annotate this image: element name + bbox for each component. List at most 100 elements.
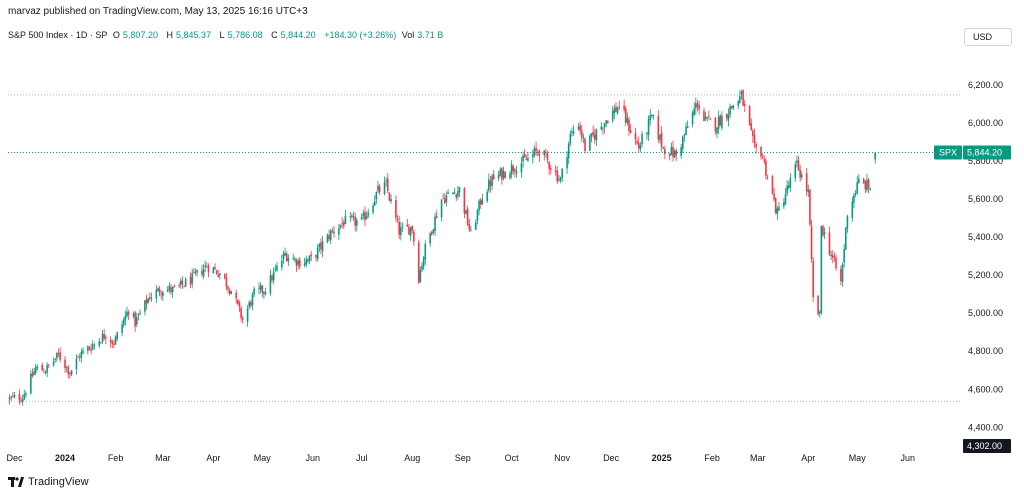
- candle-63: [150, 292, 153, 302]
- candle-body: [844, 227, 847, 250]
- candle-134: [315, 254, 317, 262]
- candle-173: [401, 222, 404, 232]
- candle-342: [787, 180, 790, 190]
- candle-body: [799, 169, 801, 178]
- candle-body: [846, 216, 849, 229]
- candle-137: [320, 238, 322, 255]
- candle-43: [104, 335, 107, 345]
- low-number: 5,786.08: [227, 30, 263, 40]
- candle-body: [419, 269, 422, 282]
- candle-35: [88, 345, 91, 351]
- candle-163: [378, 183, 381, 196]
- candle-body: [629, 130, 632, 134]
- candle-233: [538, 149, 541, 163]
- candle-body: [796, 160, 798, 163]
- symbol-title[interactable]: S&P 500 Index · 1D · SP: [8, 30, 108, 40]
- candle-body: [683, 134, 686, 136]
- candle-body: [810, 225, 813, 260]
- candle-body: [127, 312, 130, 315]
- candle-body: [582, 137, 585, 139]
- candle-body: [840, 268, 842, 282]
- candle-body: [385, 180, 387, 182]
- candle-body: [556, 170, 559, 182]
- candle-body: [251, 294, 254, 306]
- currency-button[interactable]: USD: [964, 28, 1012, 46]
- candle-body: [194, 272, 197, 274]
- candle-body: [491, 175, 493, 186]
- candle-101: [238, 300, 241, 313]
- candle-body: [356, 220, 358, 226]
- time-tick-label-11: Nov: [554, 453, 571, 463]
- candle-body: [230, 291, 233, 294]
- time-tick-label-18: Jun: [900, 453, 915, 463]
- candle-body: [352, 216, 355, 217]
- candle-341: [786, 180, 788, 197]
- candle-180: [419, 266, 422, 283]
- candle-body: [730, 106, 733, 108]
- candle-body: [36, 366, 39, 369]
- candle-21: [56, 352, 58, 363]
- candle-body: [468, 224, 471, 230]
- candle-body: [430, 231, 433, 235]
- candle-340: [784, 188, 787, 206]
- candle-38: [93, 343, 96, 350]
- candle-124: [292, 253, 295, 260]
- candle-216: [501, 167, 503, 185]
- candle-199: [463, 187, 466, 219]
- open-number: 5,807.20: [122, 30, 158, 40]
- candle-body: [215, 270, 218, 274]
- candle-body: [122, 319, 125, 326]
- candle-body: [605, 120, 607, 124]
- candle-322: [742, 89, 744, 106]
- time-tick-label-14: Feb: [704, 453, 720, 463]
- candle-153: [356, 217, 358, 232]
- candle-151: [352, 211, 355, 222]
- candle-body: [41, 364, 44, 371]
- candle-67: [160, 290, 163, 300]
- candle-258: [595, 128, 598, 146]
- candle-333: [766, 174, 769, 180]
- candle-183: [424, 240, 427, 265]
- candle-body: [458, 187, 461, 193]
- candle-body: [572, 131, 575, 134]
- candle-body: [773, 193, 775, 200]
- candle-24: [64, 355, 66, 373]
- symbol-legend: S&P 500 Index · 1D · SP O 5,807.20 H 5,845…: [8, 30, 449, 40]
- candle-247: [571, 127, 573, 137]
- candle-body: [204, 265, 207, 268]
- candle-176: [409, 226, 412, 241]
- candle-56: [135, 312, 138, 328]
- tradingview-logo[interactable]: TradingView: [8, 476, 89, 488]
- candle-307: [708, 110, 710, 120]
- candle-body: [191, 273, 193, 284]
- price-axis: 4,400.00 4,600.00 4,800.00 5,000.00 5,200.00…: [968, 80, 1003, 433]
- candle-body: [440, 199, 443, 218]
- candle-202: [468, 218, 471, 233]
- candle-105: [248, 300, 251, 310]
- candle-body: [25, 393, 27, 395]
- candle-body: [753, 135, 756, 144]
- candle-body: [367, 212, 370, 216]
- candle-143: [333, 225, 335, 238]
- candle-29: [75, 354, 78, 375]
- candle-body: [421, 265, 423, 270]
- candle-60: [145, 294, 148, 310]
- candle-body: [101, 333, 104, 342]
- candle-353: [812, 257, 814, 302]
- candle-body: [869, 188, 872, 190]
- candle-body: [527, 158, 529, 161]
- candle-body: [474, 222, 477, 230]
- candle-30: [77, 355, 79, 358]
- candle-336: [774, 197, 777, 215]
- candle-body: [333, 231, 335, 234]
- candle-168: [390, 194, 392, 204]
- candle-296: [683, 133, 686, 142]
- candle-274: [634, 127, 637, 146]
- candle-33: [82, 347, 84, 355]
- candle-body: [43, 371, 45, 373]
- candle-165: [385, 177, 387, 187]
- candle-358: [823, 227, 826, 239]
- low-tag-value: 4,302.00: [967, 441, 1002, 451]
